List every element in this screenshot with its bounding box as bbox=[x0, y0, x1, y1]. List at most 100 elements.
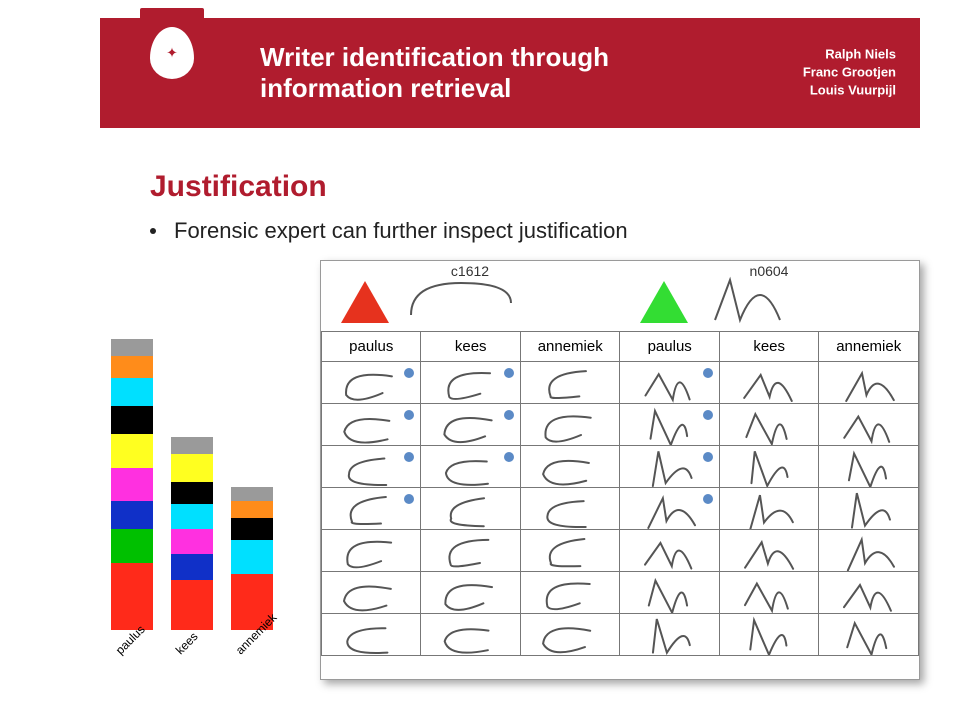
grid-cell bbox=[520, 362, 619, 404]
grid-cell bbox=[620, 530, 719, 572]
bar-column bbox=[171, 437, 213, 630]
curve-glyph-icon bbox=[436, 363, 506, 403]
figure-header: c1612 n0604 bbox=[321, 261, 919, 331]
grid-cell bbox=[322, 362, 421, 404]
angular-glyph-icon bbox=[734, 447, 804, 487]
bar-segment bbox=[111, 468, 153, 502]
match-dot-icon bbox=[404, 368, 414, 378]
match-dot-icon bbox=[703, 410, 713, 420]
bar-segment bbox=[171, 437, 213, 454]
bar-segment bbox=[111, 434, 153, 468]
bar-segment bbox=[111, 529, 153, 563]
grid-cell bbox=[520, 530, 619, 572]
angular-glyph-icon bbox=[635, 405, 705, 445]
bullet-dot-icon bbox=[150, 228, 156, 234]
match-dot-icon bbox=[703, 368, 713, 378]
grid-column-header: paulus bbox=[620, 332, 719, 362]
shield-icon bbox=[150, 27, 194, 79]
angular-glyph-icon bbox=[635, 615, 705, 655]
figure-right-header: n0604 bbox=[620, 261, 919, 331]
match-dot-icon bbox=[404, 452, 414, 462]
triangle-left-icon bbox=[341, 281, 389, 323]
angular-glyph-icon bbox=[635, 363, 705, 403]
justification-figure: c1612 n0604 pauluskeesannemiekpauluskees… bbox=[320, 260, 920, 680]
curve-glyph-icon bbox=[336, 531, 406, 571]
bar-segment bbox=[171, 554, 213, 579]
bar-segment bbox=[111, 378, 153, 406]
samples-grid: pauluskeesannemiekpauluskeesannemiek bbox=[321, 331, 919, 656]
grid-column-header: annemiek bbox=[520, 332, 619, 362]
grid-cell bbox=[421, 530, 520, 572]
bullet-text: Forensic expert can further inspect just… bbox=[174, 218, 628, 244]
grid-column-header: kees bbox=[719, 332, 818, 362]
bar-column bbox=[231, 487, 273, 630]
grid-cell bbox=[819, 614, 919, 656]
grid-column-header: annemiek bbox=[819, 332, 919, 362]
curve-glyph-icon bbox=[535, 531, 605, 571]
grid-cell bbox=[719, 404, 818, 446]
match-dot-icon bbox=[504, 452, 514, 462]
grid-cell bbox=[819, 530, 919, 572]
grid-cell bbox=[520, 614, 619, 656]
angular-glyph-icon bbox=[734, 405, 804, 445]
angular-glyph-icon bbox=[834, 363, 904, 403]
grid-cell bbox=[719, 572, 818, 614]
match-dot-icon bbox=[703, 452, 713, 462]
curve-glyph-icon bbox=[336, 363, 406, 403]
sample-curve-right bbox=[700, 275, 820, 325]
grid-cell bbox=[620, 572, 719, 614]
angular-glyph-icon bbox=[734, 489, 804, 529]
triangle-right-icon bbox=[640, 281, 688, 323]
bar-segment bbox=[111, 501, 153, 529]
grid-cell bbox=[719, 446, 818, 488]
grid-cell bbox=[819, 404, 919, 446]
bar-segment bbox=[111, 406, 153, 434]
grid-cell bbox=[520, 488, 619, 530]
curve-glyph-icon bbox=[336, 405, 406, 445]
grid-cell bbox=[620, 488, 719, 530]
match-dot-icon bbox=[504, 410, 514, 420]
bar-segment bbox=[231, 540, 273, 574]
grid-cell bbox=[719, 362, 818, 404]
grid-cell bbox=[322, 404, 421, 446]
grid-cell bbox=[322, 572, 421, 614]
bar-segment bbox=[171, 454, 213, 482]
angular-glyph-icon bbox=[635, 489, 705, 529]
curve-glyph-icon bbox=[535, 363, 605, 403]
match-dot-icon bbox=[404, 410, 414, 420]
grid-cell bbox=[620, 446, 719, 488]
curve-glyph-icon bbox=[535, 405, 605, 445]
grid-cell bbox=[819, 446, 919, 488]
curve-glyph-icon bbox=[535, 447, 605, 487]
angular-glyph-icon bbox=[635, 573, 705, 613]
authors-block: Ralph Niels Franc Grootjen Louis Vuurpij… bbox=[803, 46, 896, 101]
grid-cell bbox=[322, 530, 421, 572]
curve-glyph-icon bbox=[535, 615, 605, 655]
grid-cell bbox=[719, 530, 818, 572]
stacked-bar-chart: pauluskeesannemiek bbox=[110, 310, 330, 670]
grid-cell bbox=[819, 488, 919, 530]
angular-glyph-icon bbox=[635, 447, 705, 487]
slide-title: Writer identification through informatio… bbox=[260, 42, 609, 104]
grid-cell bbox=[322, 446, 421, 488]
bar-column bbox=[111, 339, 153, 630]
match-dot-icon bbox=[504, 368, 514, 378]
sample-curve-left bbox=[401, 275, 521, 325]
curve-glyph-icon bbox=[436, 489, 506, 529]
curve-glyph-icon bbox=[535, 573, 605, 613]
grid-cell bbox=[421, 572, 520, 614]
grid-column-header: kees bbox=[421, 332, 520, 362]
angular-glyph-icon bbox=[734, 573, 804, 613]
university-logo bbox=[140, 8, 204, 98]
curve-glyph-icon bbox=[436, 405, 506, 445]
bar-segment bbox=[111, 563, 153, 630]
title-line-2: information retrieval bbox=[260, 73, 609, 104]
grid-cell bbox=[421, 446, 520, 488]
bar-segment bbox=[171, 482, 213, 504]
curve-glyph-icon bbox=[336, 615, 406, 655]
angular-glyph-icon bbox=[834, 531, 904, 571]
match-dot-icon bbox=[703, 494, 713, 504]
grid-cell bbox=[520, 446, 619, 488]
grid-cell bbox=[322, 614, 421, 656]
curve-glyph-icon bbox=[436, 447, 506, 487]
